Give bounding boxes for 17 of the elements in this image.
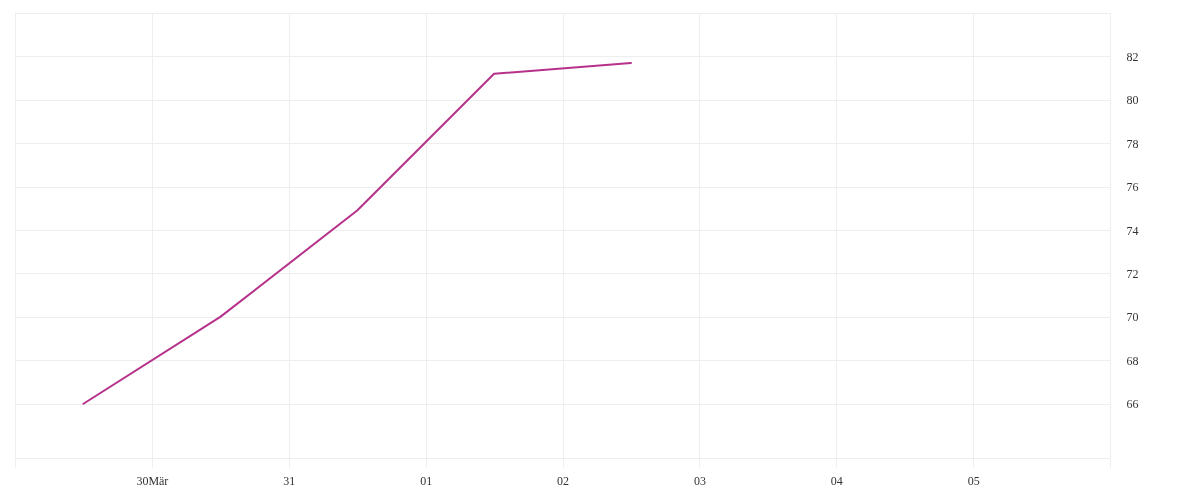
y-tick-label: 74 [1126,223,1139,238]
x-tick-label: 05 [967,473,980,488]
x-tick-label: 03 [693,473,706,488]
y-tick-label: 82 [1126,49,1139,64]
x-tick-label: 31 [283,473,296,488]
y-tick-label: 80 [1126,93,1139,108]
x-tick-label: 30Mär [136,473,169,488]
y-tick-label: 70 [1126,310,1139,325]
x-tick-label: 02 [557,473,569,488]
y-tick-label: 68 [1126,353,1139,368]
y-tick-label: 76 [1126,180,1139,195]
x-tick-label: 01 [420,473,433,488]
x-tick-label: 04 [830,473,843,488]
y-tick-label: 72 [1126,266,1139,281]
line-series [82,61,632,405]
y-tick-label: 78 [1126,136,1139,151]
y-tick-label: 66 [1126,397,1139,412]
